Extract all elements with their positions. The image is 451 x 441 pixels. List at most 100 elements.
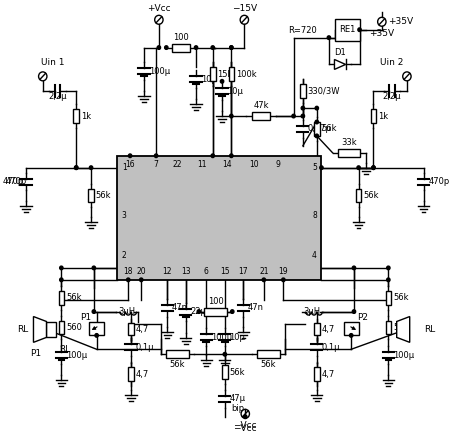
Text: 470p: 470p [428,177,449,186]
Text: 4,7: 4,7 [135,325,148,334]
Circle shape [95,333,98,337]
Circle shape [74,166,78,169]
Text: P1: P1 [30,349,41,358]
Text: 11: 11 [197,160,206,169]
Text: P1: P1 [80,313,91,322]
Bar [257,350,279,358]
Circle shape [351,310,355,314]
Text: 100k: 100k [235,70,256,79]
Bar [385,321,390,334]
Circle shape [243,415,246,419]
Text: 4,7: 4,7 [135,370,148,379]
Text: 330/3W: 330/3W [307,87,339,96]
Text: RL: RL [423,325,435,334]
Text: 470p: 470p [5,177,27,186]
Polygon shape [33,317,46,342]
Circle shape [262,278,265,282]
Text: 0,47μ: 0,47μ [307,124,331,134]
Text: Uin 1: Uin 1 [41,58,64,67]
Text: 100: 100 [207,297,223,306]
Circle shape [139,278,143,282]
Text: 100: 100 [173,33,189,41]
Text: 9: 9 [275,160,280,169]
Text: 1k: 1k [81,112,91,120]
Text: 2: 2 [121,250,126,259]
Text: 4,7: 4,7 [321,370,334,379]
Text: 10μ: 10μ [226,87,242,96]
Circle shape [229,46,233,49]
Text: 19: 19 [278,267,288,276]
Circle shape [60,266,63,270]
Text: RE1: RE1 [339,25,355,34]
Circle shape [126,278,129,282]
Bar [313,367,319,381]
Text: 7: 7 [153,160,158,169]
Bar [73,109,79,123]
Bar [46,321,55,337]
Text: +Vcc: +Vcc [147,4,170,13]
Bar [228,67,234,81]
Circle shape [281,278,285,282]
Circle shape [229,114,233,118]
Text: 47μ: 47μ [229,394,245,404]
Circle shape [230,310,234,314]
Circle shape [229,154,233,157]
Text: 560: 560 [392,323,408,332]
Circle shape [356,166,359,169]
Text: 12: 12 [162,267,172,276]
Circle shape [89,166,92,169]
Text: 56k: 56k [96,191,111,200]
Circle shape [229,46,233,49]
Text: 22μ: 22μ [190,307,206,316]
Circle shape [319,166,322,169]
Circle shape [300,114,304,118]
Text: 4: 4 [311,250,316,259]
Bar [117,156,321,280]
Text: 56k: 56k [260,360,276,369]
Bar [204,308,226,316]
Polygon shape [396,317,409,342]
Circle shape [157,46,160,49]
Text: 100μ: 100μ [211,333,231,342]
Text: 10μ: 10μ [229,333,245,342]
Text: −Vcc: −Vcc [233,421,257,430]
Text: 560: 560 [66,323,82,332]
Text: bip.: bip. [231,404,247,413]
Text: 10μ: 10μ [200,75,216,84]
Text: 5: 5 [311,163,316,172]
Text: RL: RL [18,325,29,334]
Bar [128,324,133,336]
Text: 56k: 56k [169,360,185,369]
Text: 4,7: 4,7 [321,325,334,334]
Text: 13: 13 [180,267,190,276]
Circle shape [194,46,197,49]
Text: 100μ: 100μ [392,351,413,360]
Text: 22: 22 [172,160,182,169]
Circle shape [300,106,304,110]
Circle shape [314,120,318,124]
Text: R=720: R=720 [288,26,317,35]
Text: 3μH: 3μH [118,306,135,316]
Circle shape [154,154,157,157]
Bar [343,321,358,336]
Text: 1k: 1k [377,112,387,120]
Text: 1: 1 [121,163,126,172]
Text: RL: RL [60,345,70,354]
Circle shape [371,166,374,169]
Circle shape [357,28,360,31]
Text: 56k: 56k [321,124,336,134]
Circle shape [349,333,352,337]
Text: 18: 18 [123,267,133,276]
Text: +35V: +35V [368,29,394,38]
Circle shape [314,106,318,110]
Bar [171,44,190,52]
Circle shape [327,36,330,39]
Text: 15k: 15k [217,70,232,79]
Circle shape [74,166,78,169]
Text: −15V: −15V [231,4,256,13]
Bar [59,291,64,305]
Text: 14: 14 [221,160,231,169]
Circle shape [291,114,295,118]
Text: 100μ: 100μ [66,351,87,360]
Text: 3μH: 3μH [303,306,320,316]
